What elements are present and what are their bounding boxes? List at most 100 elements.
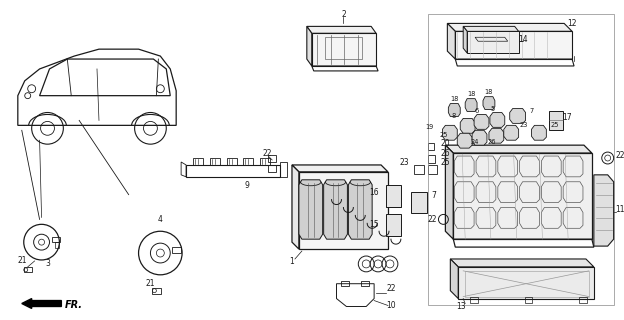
Text: 6: 6 — [475, 108, 479, 114]
Bar — [243, 158, 253, 165]
Bar — [52, 237, 61, 242]
Polygon shape — [299, 172, 388, 249]
Bar — [193, 158, 203, 165]
Text: 4: 4 — [158, 215, 163, 224]
Text: 22: 22 — [428, 215, 437, 224]
Polygon shape — [465, 99, 477, 111]
Polygon shape — [312, 33, 376, 66]
Polygon shape — [451, 259, 458, 299]
Polygon shape — [307, 26, 312, 66]
Polygon shape — [504, 125, 519, 140]
Polygon shape — [447, 23, 572, 31]
Polygon shape — [348, 180, 372, 239]
Bar — [579, 297, 587, 302]
Polygon shape — [449, 104, 461, 116]
Polygon shape — [474, 115, 489, 129]
Text: 19: 19 — [426, 124, 434, 130]
Text: 8: 8 — [451, 114, 456, 119]
Bar — [280, 162, 287, 177]
Text: 15: 15 — [369, 220, 379, 229]
Text: 21: 21 — [17, 256, 27, 266]
Text: 22: 22 — [386, 284, 396, 293]
Polygon shape — [457, 133, 472, 148]
Text: 12: 12 — [567, 19, 577, 28]
Polygon shape — [307, 26, 376, 33]
Bar — [24, 267, 32, 272]
Text: 9: 9 — [245, 181, 250, 190]
Text: 2: 2 — [341, 10, 346, 19]
Text: 22: 22 — [616, 150, 624, 160]
Text: 17: 17 — [562, 113, 572, 122]
Polygon shape — [483, 97, 495, 109]
Text: 21: 21 — [145, 279, 155, 288]
Polygon shape — [594, 175, 613, 246]
Bar — [386, 185, 401, 206]
Polygon shape — [446, 145, 453, 239]
Text: 22: 22 — [263, 148, 272, 157]
Text: 23: 23 — [399, 158, 409, 167]
Polygon shape — [446, 145, 592, 153]
Polygon shape — [324, 180, 348, 239]
Polygon shape — [510, 108, 525, 124]
Polygon shape — [456, 31, 572, 59]
Bar — [411, 192, 427, 213]
Bar — [152, 288, 162, 294]
Text: 10: 10 — [386, 301, 396, 310]
Polygon shape — [447, 23, 456, 59]
Text: 23: 23 — [520, 122, 528, 128]
Polygon shape — [299, 180, 323, 239]
Polygon shape — [451, 259, 594, 267]
Bar — [268, 155, 276, 162]
Text: 18: 18 — [450, 96, 459, 102]
Text: 18: 18 — [467, 91, 475, 97]
Text: 25: 25 — [550, 122, 559, 128]
Polygon shape — [463, 26, 519, 31]
Polygon shape — [472, 130, 487, 145]
Polygon shape — [489, 128, 504, 143]
Bar — [427, 13, 613, 306]
Text: 25: 25 — [441, 158, 450, 167]
Bar — [186, 165, 280, 177]
Polygon shape — [292, 165, 388, 172]
Text: 26: 26 — [441, 148, 450, 157]
Polygon shape — [461, 118, 475, 133]
Bar — [525, 297, 532, 302]
Text: 7: 7 — [530, 108, 534, 114]
Bar — [427, 155, 436, 163]
Polygon shape — [463, 26, 467, 53]
Text: FR.: FR. — [64, 300, 82, 310]
Bar — [56, 242, 59, 248]
Text: 11: 11 — [616, 205, 624, 214]
Bar — [172, 247, 181, 253]
Text: 18: 18 — [485, 89, 493, 95]
Bar — [268, 165, 276, 172]
Bar — [549, 110, 563, 130]
Bar — [341, 281, 349, 286]
Bar — [414, 165, 424, 174]
Text: 24: 24 — [471, 139, 479, 145]
Bar — [260, 158, 270, 165]
Bar — [324, 37, 363, 59]
Bar — [361, 281, 369, 286]
Bar — [470, 297, 478, 302]
Text: 5: 5 — [490, 106, 495, 112]
Text: 7: 7 — [431, 191, 436, 200]
Polygon shape — [532, 125, 547, 140]
Text: 3: 3 — [45, 260, 50, 268]
Bar — [427, 143, 434, 150]
Text: 20: 20 — [441, 139, 450, 148]
Text: 16: 16 — [369, 188, 379, 197]
Bar — [227, 158, 236, 165]
Bar — [386, 214, 401, 236]
Text: 14: 14 — [518, 35, 527, 44]
Bar — [465, 271, 589, 297]
Bar — [427, 165, 437, 174]
Polygon shape — [292, 165, 299, 249]
Text: 13: 13 — [456, 302, 466, 311]
Polygon shape — [453, 153, 592, 239]
Polygon shape — [490, 113, 505, 127]
Polygon shape — [467, 31, 519, 53]
Text: 26: 26 — [487, 139, 496, 145]
FancyArrow shape — [22, 299, 61, 308]
Polygon shape — [442, 125, 457, 140]
